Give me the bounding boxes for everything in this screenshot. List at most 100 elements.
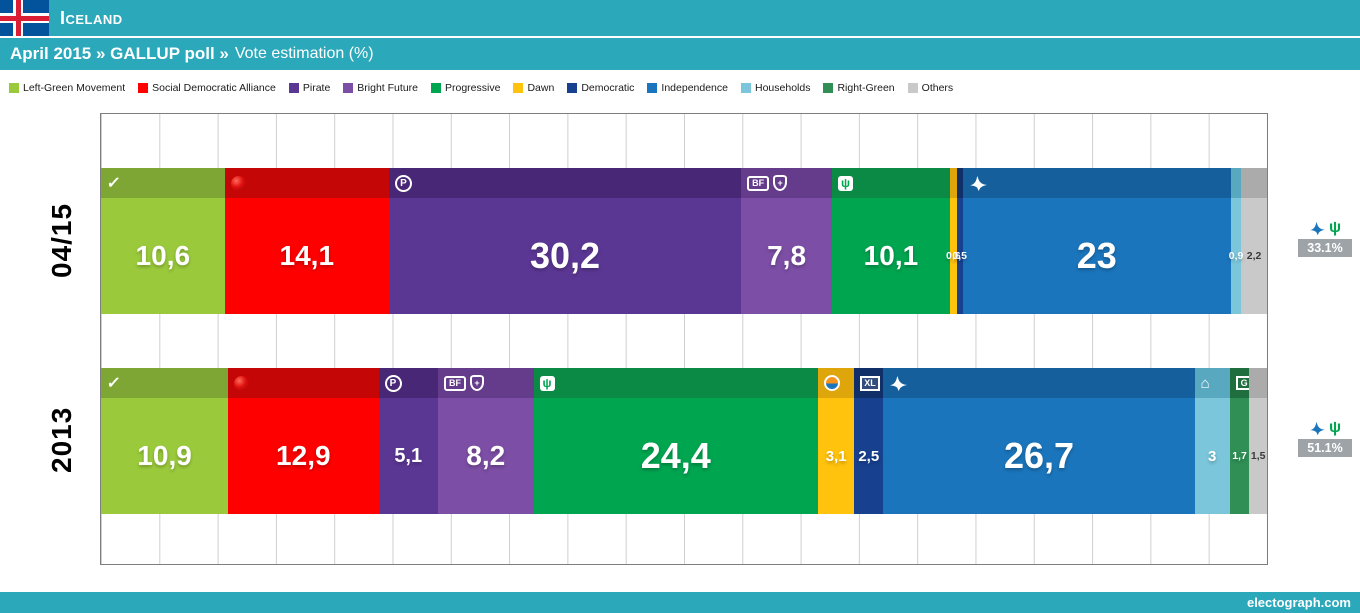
segment-header: ψ bbox=[533, 368, 819, 398]
shield-icon: + bbox=[773, 175, 788, 191]
falcon-icon bbox=[890, 375, 908, 391]
top-bar: Iceland bbox=[0, 0, 1360, 36]
segment-value: 3,1 bbox=[825, 447, 847, 465]
segment-body: 10,9 bbox=[101, 398, 229, 514]
segment-value: 10,6 bbox=[135, 240, 191, 271]
legend-swatch bbox=[513, 83, 524, 93]
segment-value: 0,9 bbox=[1228, 250, 1244, 262]
segment-value: 10,9 bbox=[137, 440, 192, 471]
segment-value: 2,2 bbox=[1246, 250, 1262, 262]
bar-segment: ψ 24,4 bbox=[533, 368, 819, 514]
progressive-sprout-icon: ψ bbox=[1328, 219, 1342, 236]
left-green-check-icon: ✓ bbox=[105, 375, 122, 392]
coalition-icons: ψ bbox=[1298, 219, 1352, 237]
segment-body: 8,2 bbox=[437, 398, 534, 514]
segment-header bbox=[228, 368, 379, 398]
progressive-sprout-icon: ψ bbox=[1328, 419, 1342, 436]
segment-value: 1,7 bbox=[1232, 450, 1247, 462]
bright-future-bf-icon: BF bbox=[747, 175, 770, 191]
bar-segment: BF +7,8 bbox=[741, 168, 833, 314]
bar-segment: G 1,7 bbox=[1229, 368, 1250, 514]
segment-value: 30,2 bbox=[530, 235, 601, 276]
bar-segment: 12,9 bbox=[228, 368, 379, 514]
plot-area: ✓ 10,6 14,1 P 30,2 BF +7,8 ψ 10,1 0,6 0,5 23 0,9 2,2 ✓… bbox=[100, 113, 1268, 565]
progressive-sprout-icon: ψ bbox=[539, 375, 555, 391]
shield-icon: + bbox=[469, 375, 484, 391]
sda-rose-icon bbox=[234, 375, 250, 391]
segment-body: 26,7 bbox=[883, 398, 1195, 514]
bar-segment: ⌂ 3 bbox=[1194, 368, 1230, 514]
legend-label: Progressive bbox=[445, 82, 501, 94]
bar-segment: 0,5 bbox=[952, 168, 967, 314]
coalition-icons: ψ bbox=[1298, 419, 1352, 437]
segment-header: P bbox=[378, 368, 438, 398]
legend-swatch bbox=[288, 83, 299, 93]
bar-segment: 14,1 bbox=[224, 168, 389, 314]
segment-header: XL bbox=[854, 368, 884, 398]
falcon-icon bbox=[1309, 421, 1325, 435]
flag-stripe bbox=[15, 0, 21, 36]
legend-label: Others bbox=[921, 82, 954, 94]
segment-value: 14,1 bbox=[279, 240, 335, 271]
stacked-bar: ✓ 10,9 12,9 P 5,1 BF +8,2 ψ 24,4 3,1 XL 2,5 26,7 ⌂ 3 G 1… bbox=[101, 368, 1267, 514]
legend-item: Independence bbox=[647, 82, 728, 94]
left-green-check-icon: ✓ bbox=[105, 175, 122, 192]
segment-header: BF + bbox=[437, 368, 534, 398]
legend-swatch bbox=[343, 83, 354, 93]
coalition-total: 33.1% bbox=[1298, 239, 1352, 257]
legend-swatch bbox=[647, 83, 658, 93]
bar-segment: 3,1 bbox=[818, 368, 855, 514]
poll-title: April 2015 » GALLUP poll » bbox=[10, 44, 229, 63]
progressive-sprout-icon: ψ bbox=[838, 175, 854, 191]
legend-item: Others bbox=[907, 82, 954, 94]
segment-body: 0,5 bbox=[952, 198, 967, 314]
segment-body: 3 bbox=[1194, 398, 1230, 514]
segment-header: BF + bbox=[741, 168, 833, 198]
bar-segment: 2,2 bbox=[1241, 168, 1267, 314]
segment-header: ⌂ bbox=[1194, 368, 1230, 398]
segment-body: 2,2 bbox=[1241, 198, 1267, 314]
legend-item: Pirate bbox=[288, 82, 331, 94]
legend-item: Households bbox=[741, 82, 810, 94]
bar-segment: 0,6 bbox=[946, 168, 961, 314]
segment-header: ✓ bbox=[101, 168, 225, 198]
segment-header bbox=[956, 168, 963, 198]
segment-value: 12,9 bbox=[276, 440, 331, 471]
bar-segment: ✓ 10,6 bbox=[101, 168, 225, 314]
title-bar: April 2015 » GALLUP poll » Vote estimati… bbox=[0, 38, 1360, 70]
segment-body: 14,1 bbox=[224, 198, 389, 314]
pirate-p-icon: P bbox=[394, 174, 412, 192]
bar-segment: XL 2,5 bbox=[854, 368, 884, 514]
dawn-sun-wave-icon bbox=[824, 375, 841, 391]
segment-value: 10,1 bbox=[863, 240, 919, 271]
iceland-flag-icon bbox=[0, 0, 49, 36]
segment-value: 8,2 bbox=[466, 440, 506, 471]
democratic-xl-icon: XL bbox=[860, 375, 880, 391]
bar-segment: P 5,1 bbox=[378, 368, 438, 514]
poll-subtitle: Vote estimation (%) bbox=[234, 45, 374, 62]
segment-header bbox=[1249, 368, 1267, 398]
bar-segment: ψ 10,1 bbox=[832, 168, 950, 314]
stacked-bar: ✓ 10,6 14,1 P 30,2 BF +7,8 ψ 10,1 0,6 0,5 23 0,9 2,2 bbox=[101, 168, 1267, 314]
country-title: Iceland bbox=[60, 7, 123, 28]
segment-header: ψ bbox=[832, 168, 950, 198]
segment-header bbox=[949, 168, 957, 198]
segment-value: 26,7 bbox=[1003, 435, 1075, 476]
legend-label: Pirate bbox=[302, 82, 331, 94]
sda-rose-icon bbox=[230, 175, 246, 191]
site-link[interactable]: electograph.com bbox=[1246, 595, 1351, 610]
bar-segment: BF + 8,2 bbox=[437, 368, 534, 514]
segment-body: 3,1 bbox=[818, 398, 855, 514]
households-house-icon: ⌂ bbox=[1200, 374, 1210, 392]
footer-bar: electograph.com bbox=[0, 592, 1360, 613]
segment-body: 1,7 bbox=[1229, 398, 1250, 514]
bar-segment: 23 bbox=[962, 168, 1231, 314]
segment-value: 0,6 bbox=[946, 250, 961, 262]
segment-value: 24,4 bbox=[640, 435, 711, 476]
chart: ✓ 10,6 14,1 P 30,2 BF +7,8 ψ 10,1 0,6 0,5 23 0,9 2,2 ✓… bbox=[0, 113, 1360, 565]
legend-label: Households bbox=[755, 82, 811, 94]
segment-header bbox=[962, 168, 1231, 198]
row-label: 04/15 bbox=[46, 202, 77, 278]
segment-header bbox=[1241, 168, 1267, 198]
segment-value: 23 bbox=[1076, 235, 1117, 276]
